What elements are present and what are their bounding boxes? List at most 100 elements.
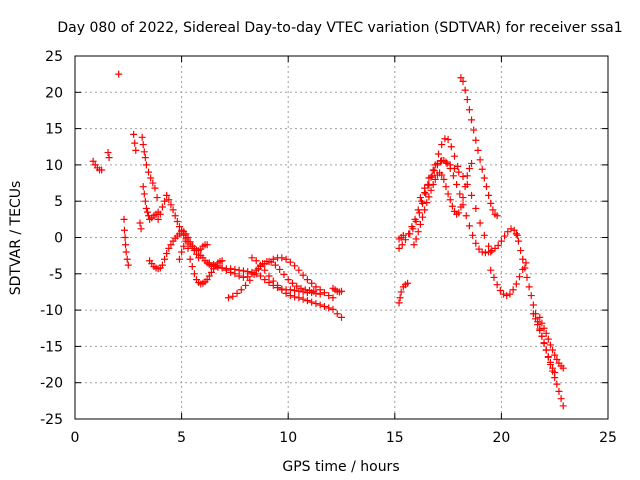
data-point [291, 286, 299, 294]
data-point [529, 310, 537, 318]
data-point [465, 106, 473, 114]
data-point [549, 346, 557, 354]
data-point [463, 96, 471, 104]
data-point [338, 287, 345, 295]
data-point [139, 183, 147, 191]
data-point [282, 255, 290, 263]
data-point [456, 190, 464, 198]
data-point [529, 301, 537, 309]
data-point [521, 264, 529, 272]
data-point [485, 191, 493, 199]
data-point [557, 395, 565, 403]
data-point [222, 266, 230, 274]
data-point [512, 280, 520, 288]
data-point [278, 254, 286, 262]
data-point [478, 248, 486, 256]
x-tick-label: 15 [386, 430, 404, 446]
data-point [120, 226, 128, 234]
data-point [542, 346, 550, 354]
data-point [478, 165, 486, 173]
data-point [536, 313, 544, 321]
data-point [425, 193, 433, 201]
y-tick-label: 10 [45, 158, 63, 174]
data-point [517, 247, 525, 255]
data-point [527, 292, 535, 300]
data-point [538, 319, 546, 327]
data-point [329, 305, 337, 313]
data-point [470, 126, 478, 134]
data-point [559, 364, 567, 372]
data-point [472, 204, 480, 212]
data-point [457, 74, 465, 82]
series-seg-x [529, 310, 567, 410]
data-point [218, 257, 226, 265]
data-point [184, 244, 192, 252]
data-point [244, 273, 252, 281]
data-point [149, 179, 157, 187]
data-point [559, 402, 567, 410]
data-point [401, 236, 409, 244]
x-tick-label: 25 [599, 430, 617, 446]
data-point [295, 266, 303, 274]
data-point [171, 212, 179, 220]
data-point [120, 215, 128, 223]
data-point [186, 255, 194, 263]
data-point [414, 228, 422, 236]
data-point [143, 208, 151, 216]
data-point [310, 287, 318, 295]
data-point [509, 286, 517, 294]
data-point [248, 254, 256, 262]
data-point [519, 255, 527, 263]
series-seg-e [130, 130, 140, 154]
data-point [325, 304, 333, 312]
data-point [450, 152, 458, 160]
data-point [438, 157, 446, 165]
plot-frame [74, 55, 609, 420]
data-point [286, 258, 294, 266]
data-point [449, 172, 457, 180]
series-seg-c [115, 70, 123, 78]
data-point [235, 272, 243, 280]
series-seg-n [248, 254, 345, 321]
data-point [178, 226, 186, 234]
data-point [278, 286, 286, 294]
data-point [158, 261, 166, 269]
data-point [490, 273, 498, 281]
data-point [399, 231, 407, 239]
y-tick-label: 0 [54, 231, 63, 247]
data-point [480, 174, 488, 182]
data-point [136, 219, 144, 227]
data-point [412, 218, 420, 226]
data-point [256, 272, 264, 280]
data-point [514, 237, 522, 245]
data-point [190, 270, 198, 278]
data-point [163, 191, 171, 199]
data-point [438, 171, 446, 179]
data-point [500, 290, 508, 298]
data-point [525, 283, 533, 291]
data-point [494, 241, 502, 249]
data-point [256, 261, 264, 269]
data-point [254, 265, 262, 273]
data-point [306, 286, 314, 294]
data-point [158, 203, 166, 211]
y-tick-label: -25 [40, 412, 63, 428]
data-point [551, 351, 559, 359]
data-point [395, 244, 403, 252]
data-point [295, 294, 303, 302]
data-point [465, 222, 473, 230]
y-tick-label: -15 [40, 339, 63, 355]
data-point [546, 341, 554, 349]
data-point [429, 181, 437, 189]
data-point [267, 258, 275, 266]
data-point [487, 199, 495, 207]
data-point [286, 292, 294, 300]
series-seg-b [104, 149, 113, 162]
data-point [131, 139, 139, 147]
series-seg-o [329, 284, 345, 296]
data-point [180, 231, 188, 239]
data-point [141, 197, 149, 205]
data-point [446, 196, 454, 204]
data-point [169, 206, 177, 214]
